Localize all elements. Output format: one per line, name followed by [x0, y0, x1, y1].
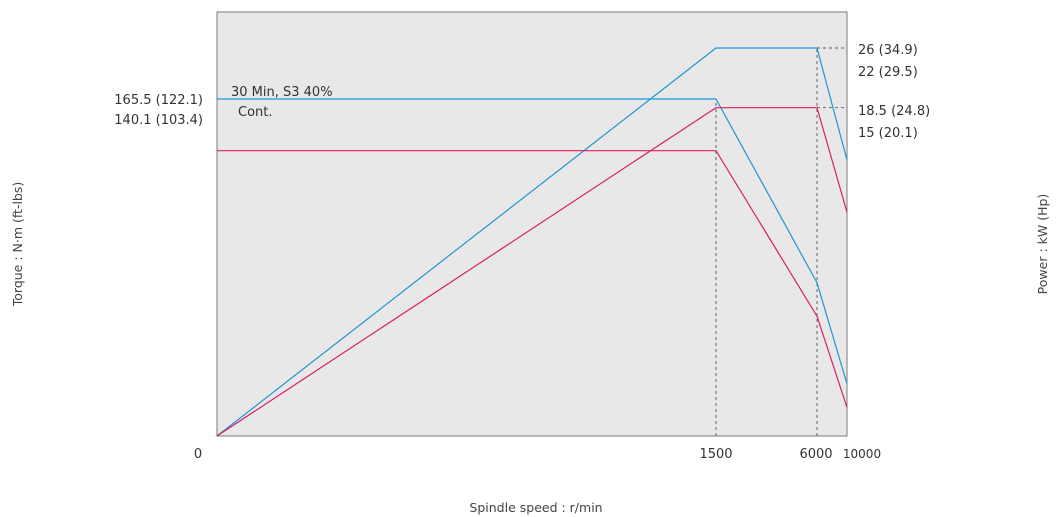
x-tick-label-0: 0	[194, 447, 202, 462]
power-curve-1	[216, 107, 848, 437]
torque-curve-1	[217, 150, 848, 408]
left-tick-label-1: 165.5 (122.1)	[114, 93, 203, 108]
left-axis-title: Torque : N·m (ft-lbs)	[10, 182, 25, 308]
series-label-30min: 30 Min, S3 40%	[231, 85, 333, 100]
power-curve-0	[216, 47, 848, 437]
series-label-cont: Cont.	[238, 105, 273, 120]
x-axis-title: Spindle speed : r/min	[469, 500, 602, 515]
guide-lines	[715, 47, 847, 436]
right-tick-label-4: 15 (20.1)	[858, 126, 918, 141]
x-tick-label-1500: 1500	[699, 447, 732, 462]
series-curves	[216, 47, 848, 437]
plot-area	[216, 11, 848, 437]
right-axis-title: Power : kW (Hp)	[1035, 194, 1050, 295]
right-tick-label-3: 18.5 (24.8)	[858, 104, 930, 119]
right-tick-label-1: 26 (34.9)	[858, 43, 918, 58]
right-tick-label-2: 22 (29.5)	[858, 65, 918, 80]
x-tick-label-6000: 6000	[799, 447, 832, 462]
left-tick-label-2: 140.1 (103.4)	[114, 113, 203, 128]
torque-curve-0	[217, 98, 848, 384]
x-tick-label-10000: 10000	[843, 447, 881, 461]
